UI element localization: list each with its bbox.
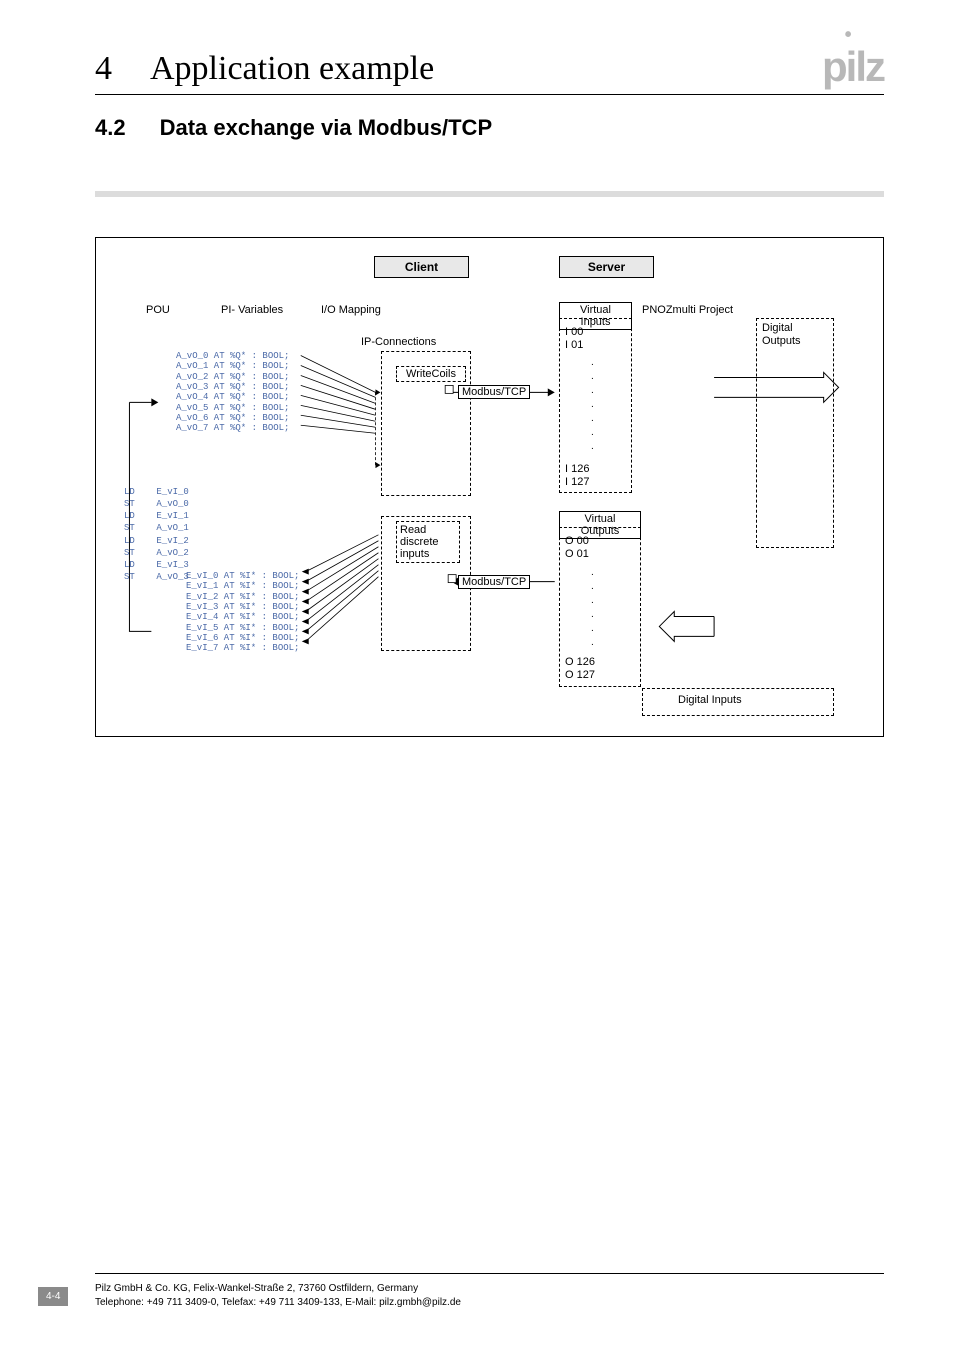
section-number: 4.2 bbox=[95, 115, 126, 141]
read-discrete-label: Read discrete inputs bbox=[396, 521, 460, 563]
digital-outputs-box bbox=[756, 318, 834, 548]
logo: pi•lz bbox=[822, 50, 884, 84]
header: 4 Application example pi•lz bbox=[95, 50, 884, 95]
vi-00: I 00 bbox=[565, 326, 583, 339]
vo-127: O 127 bbox=[565, 669, 595, 682]
digital-inputs-label: Digital Inputs bbox=[678, 694, 742, 706]
vo-126: O 126 bbox=[565, 656, 595, 669]
footer: Pilz GmbH & Co. KG, Felix-Wankel-Straße … bbox=[0, 1273, 954, 1310]
diagram: Client POU PI- Variables I/O Mapping IP-… bbox=[95, 237, 884, 737]
vi-127: I 127 bbox=[565, 476, 589, 489]
modbus-label-top: Modbus/TCP bbox=[458, 385, 530, 399]
footer-line2: Telephone: +49 711 3409-0, Telefax: +49 … bbox=[95, 1296, 884, 1310]
client-panel: Client POU PI- Variables I/O Mapping IP-… bbox=[116, 256, 541, 716]
server-title: Server bbox=[559, 256, 654, 278]
client-title: Client bbox=[374, 256, 469, 278]
modbus-label-bottom: Modbus/TCP bbox=[458, 575, 530, 589]
vi-126: I 126 bbox=[565, 463, 589, 476]
chapter-title: Application example bbox=[150, 50, 434, 88]
in-vars-code: E_vI_0 AT %I* : BOOL; E_vI_1 AT %I* : BO… bbox=[186, 571, 299, 654]
section-title: Data exchange via Modbus/TCP bbox=[160, 115, 493, 141]
vi-top: I 00 I 01 bbox=[565, 326, 583, 351]
vo-bot: O 126 O 127 bbox=[565, 656, 595, 681]
vo-top: O 00 O 01 bbox=[565, 535, 589, 560]
iomap-label: I/O Mapping bbox=[321, 304, 381, 316]
pou-label: POU bbox=[146, 304, 170, 316]
project-title: PNOZmulti Project bbox=[642, 304, 792, 316]
vo-01: O 01 bbox=[565, 548, 589, 561]
digital-outputs-label: Digital Outputs bbox=[762, 322, 801, 347]
vdots-2: ...... bbox=[591, 566, 594, 650]
pou-code: LD E_vI_0 ST A_vO_0 LD E_vI_1 ST A_vO_1 … bbox=[124, 486, 189, 583]
divider bbox=[95, 191, 884, 197]
server-panel: Server Virtual Inputs I 00 I 01 ....... … bbox=[551, 256, 716, 716]
vo-00: O 00 bbox=[565, 535, 589, 548]
vi-bot: I 126 I 127 bbox=[565, 463, 589, 488]
out-vars-code: A_vO_0 AT %Q* : BOOL; A_vO_1 AT %Q* : BO… bbox=[176, 351, 289, 434]
ipconn-label: IP-Connections bbox=[361, 336, 436, 348]
writecoils-label: WriteCoils bbox=[396, 366, 466, 382]
footer-line1: Pilz GmbH & Co. KG, Felix-Wankel-Straße … bbox=[95, 1282, 884, 1296]
chapter-number: 4 bbox=[95, 50, 112, 88]
vdots-1: ....... bbox=[591, 356, 594, 454]
section-heading: 4.2 Data exchange via Modbus/TCP bbox=[95, 115, 884, 141]
vi-01: I 01 bbox=[565, 339, 583, 352]
pivars-label: PI- Variables bbox=[221, 304, 283, 316]
